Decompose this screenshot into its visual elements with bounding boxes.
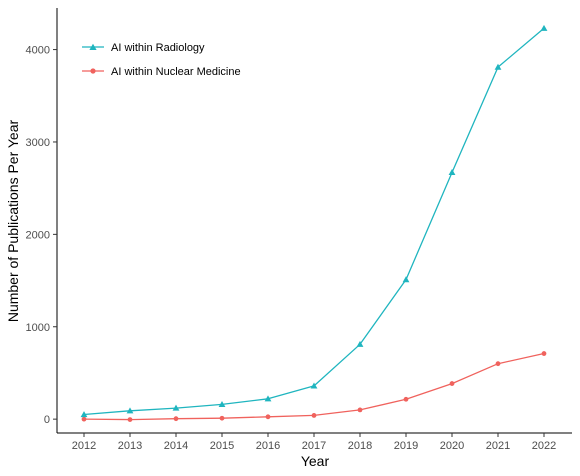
data-point-nuclear-medicine — [81, 416, 87, 422]
y-axis-ticks: 0 1000 2000 3000 4000 — [26, 45, 57, 426]
data-point-nuclear-medicine — [449, 381, 455, 386]
data-point-radiology — [494, 63, 502, 70]
data-point-radiology — [126, 407, 134, 414]
data-point-nuclear-medicine — [265, 414, 271, 420]
legend-item-radiology: AI within Radiology — [82, 42, 205, 54]
data-point-nuclear-medicine — [311, 413, 317, 418]
x-tick-label: 2019 — [394, 440, 418, 452]
data-point-nuclear-medicine — [495, 361, 501, 367]
y-tick-label: 4000 — [26, 45, 50, 57]
legend-triangle-marker — [89, 43, 97, 50]
x-tick-label: 2015 — [210, 440, 234, 452]
x-tick-label: 2014 — [164, 440, 188, 452]
legend-item-nuclear-medicine: AI within Nuclear Medicine — [82, 66, 241, 78]
data-point-nuclear-medicine — [357, 407, 363, 413]
x-tick-label: 2012 — [72, 440, 96, 452]
y-tick-label: 3000 — [26, 137, 50, 149]
legend-circle-marker — [90, 68, 96, 74]
data-point-radiology — [356, 340, 364, 347]
data-point-radiology — [310, 382, 318, 389]
x-tick-label: 2020 — [440, 440, 464, 452]
data-point-nuclear-medicine — [403, 396, 409, 402]
data-point-radiology — [80, 411, 88, 418]
x-tick-label: 2022 — [532, 440, 556, 452]
y-axis-title: Number of Publications Per Year — [5, 119, 21, 322]
data-point-nuclear-medicine — [173, 416, 179, 422]
legend-label-nuclear-medicine: AI within Nuclear Medicine — [111, 66, 241, 78]
x-axis-title: Year — [301, 453, 330, 469]
legend-label-radiology: AI within Radiology — [111, 42, 205, 54]
data-point-radiology — [264, 395, 272, 402]
x-axis-ticks: 2012 2013 2014 2015 2016 2017 2018 2019 2020 2021… — [72, 433, 556, 452]
data-point-radiology — [218, 400, 226, 407]
data-point-radiology — [448, 169, 456, 176]
data-point-radiology — [172, 404, 180, 411]
data-point-nuclear-medicine — [541, 351, 547, 356]
x-tick-label: 2018 — [348, 440, 372, 452]
y-tick-label: 1000 — [26, 322, 50, 334]
series-layer — [80, 24, 548, 423]
data-point-nuclear-medicine — [127, 417, 133, 423]
y-tick-label: 0 — [44, 414, 50, 426]
x-tick-label: 2017 — [302, 440, 326, 452]
y-tick-label: 2000 — [26, 229, 50, 241]
data-point-radiology — [402, 276, 410, 283]
x-tick-label: 2016 — [256, 440, 280, 452]
data-point-nuclear-medicine — [219, 415, 225, 421]
x-tick-label: 2021 — [486, 440, 510, 452]
x-tick-label: 2013 — [118, 440, 142, 452]
legend: AI within Radiology AI within Nuclear Me… — [82, 42, 241, 78]
data-point-radiology — [540, 24, 548, 31]
